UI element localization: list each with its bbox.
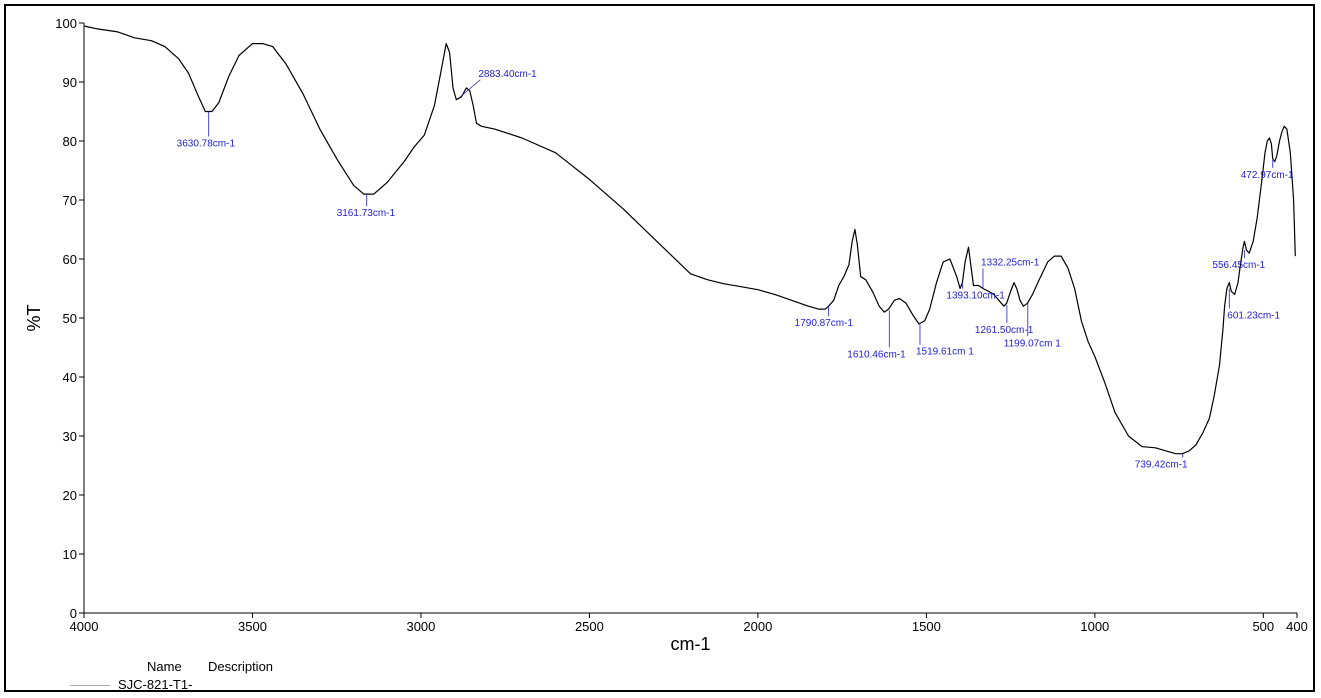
y-tick-label: 70 xyxy=(63,193,77,208)
x-tick-label: 4000 xyxy=(70,619,99,634)
peak-label: 1393.10cm-1 xyxy=(946,291,1005,302)
x-tick-label: 2000 xyxy=(743,619,772,634)
peak-label: 739.42cm-1 xyxy=(1135,460,1188,471)
peak-label: 1332.25cm-1 xyxy=(981,258,1040,269)
x-tick-label: 3000 xyxy=(406,619,435,634)
peak-marker xyxy=(460,79,481,98)
x-tick-label: 3500 xyxy=(238,619,267,634)
peak-label: 1790.87cm-1 xyxy=(795,318,854,329)
y-tick-label: 90 xyxy=(63,75,77,90)
y-axis-title: %T xyxy=(24,304,44,331)
x-tick-label: 1000 xyxy=(1080,619,1109,634)
peak-label: 1519.61cm 1 xyxy=(916,347,974,358)
chart-frame xyxy=(4,4,1315,692)
spectrum-line xyxy=(83,25,1296,455)
x-tick-label: 400 xyxy=(1286,619,1308,634)
peak-label: 556.45cm-1 xyxy=(1212,260,1265,271)
x-tick-label: 1500 xyxy=(912,619,941,634)
peak-label: 1261.50cm-1 xyxy=(975,325,1034,336)
x-tick-label: 2500 xyxy=(575,619,604,634)
y-tick-label: 0 xyxy=(70,606,77,621)
y-tick-label: 20 xyxy=(63,488,77,503)
y-tick-label: 10 xyxy=(63,547,77,562)
y-tick-label: 60 xyxy=(63,252,77,267)
peak-label: 472.97cm-1 xyxy=(1241,170,1294,181)
y-tick-label: 30 xyxy=(63,429,77,444)
peak-label: 3630.78cm-1 xyxy=(177,139,236,150)
legend-header-description: Description xyxy=(208,659,274,674)
legend-swatch xyxy=(70,685,110,686)
legend-sample-name: SJC-821-T1- xyxy=(118,677,193,692)
legend-header-name: Name xyxy=(147,659,182,674)
x-axis-title: cm-1 xyxy=(671,634,711,654)
peak-annotations: 3630.78cm-1 2883.40cm-1 3161.73cm-1 1790.87… xyxy=(177,69,1294,471)
axes: 0 10 20 30 40 50 60 70 80 90 100 4000 3500 3000 2500 20… xyxy=(55,16,1308,634)
peak-label: 1610.46cm-1 xyxy=(847,349,906,360)
peak-label: 1199.07cm 1 xyxy=(1004,338,1062,349)
peak-label: 3161.73cm-1 xyxy=(337,208,396,219)
x-tick-label: 500 xyxy=(1252,619,1274,634)
y-tick-label: 40 xyxy=(63,370,77,385)
peak-label: 601.23cm-1 xyxy=(1227,311,1280,322)
y-tick-label: 100 xyxy=(55,16,77,31)
y-tick-label: 80 xyxy=(63,134,77,149)
peak-label: 2883.40cm-1 xyxy=(478,69,537,80)
y-tick-label: 50 xyxy=(63,311,77,326)
series-layer xyxy=(83,25,1296,455)
